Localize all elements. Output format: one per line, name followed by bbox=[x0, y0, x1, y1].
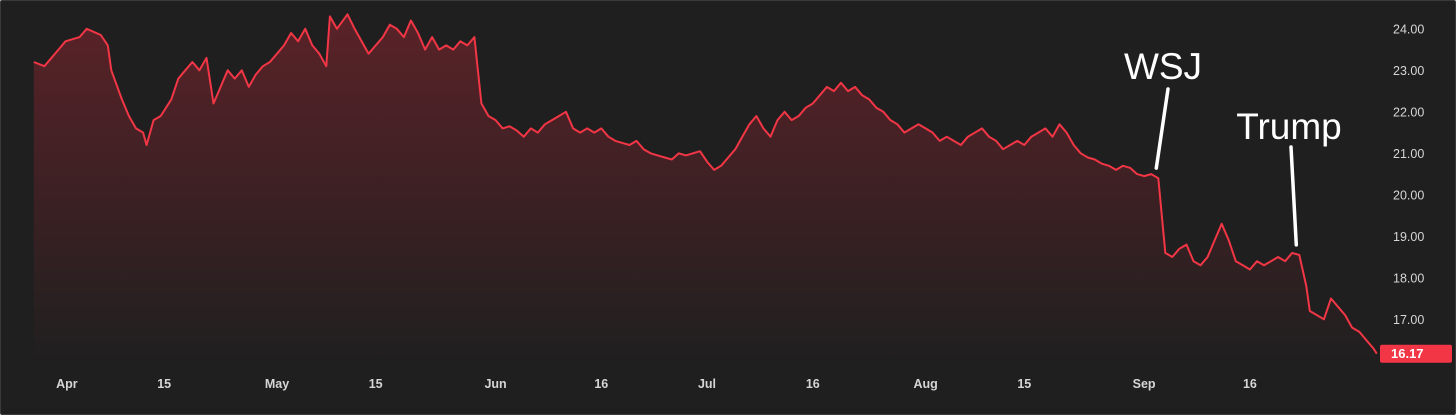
x-tick-label: 16 bbox=[594, 377, 608, 391]
x-tick-label: 16 bbox=[1243, 377, 1257, 391]
annotation-pointer bbox=[1289, 145, 1299, 247]
annotation-label: Trump bbox=[1236, 106, 1342, 147]
line-layer bbox=[33, 13, 1378, 355]
x-tick-label: Sep bbox=[1133, 377, 1156, 391]
annotations: WSJ Trump bbox=[1124, 46, 1342, 247]
y-tick-label: 22.00 bbox=[1393, 105, 1424, 119]
last-price-label: 16.17 bbox=[1391, 346, 1424, 361]
x-tick-label: May bbox=[265, 377, 289, 391]
y-tick-label: 21.00 bbox=[1393, 147, 1424, 161]
y-tick-label: 23.00 bbox=[1393, 64, 1424, 78]
y-axis: 24.00 23.00 22.00 21.00 20.00 19.00 18.00 17.00 bbox=[1393, 22, 1424, 327]
price-area bbox=[33, 14, 1377, 368]
x-tick-label: Jun bbox=[484, 377, 506, 391]
x-tick-label: 15 bbox=[157, 377, 171, 391]
y-tick-label: 17.00 bbox=[1393, 313, 1424, 327]
y-tick-label: 20.00 bbox=[1393, 188, 1424, 202]
x-axis: Apr 15 May 15 Jun 16 Jul 16 Aug 15 Sep 16 bbox=[56, 377, 1257, 391]
y-tick-label: 18.00 bbox=[1393, 271, 1424, 285]
y-tick-label: 24.00 bbox=[1393, 22, 1424, 36]
x-tick-label: Apr bbox=[56, 377, 78, 391]
last-price-badge: 16.17 bbox=[1380, 344, 1452, 363]
last-price-badge-bg bbox=[1380, 344, 1452, 363]
x-tick-label: 15 bbox=[369, 377, 383, 391]
area-layer bbox=[33, 14, 1377, 368]
annotation-label: WSJ bbox=[1124, 46, 1202, 87]
annotation-pointer bbox=[1154, 87, 1170, 170]
x-tick-label: Aug bbox=[913, 377, 937, 391]
x-tick-label: 15 bbox=[1017, 377, 1031, 391]
price-line bbox=[33, 13, 1378, 355]
x-tick-label: Jul bbox=[698, 377, 716, 391]
y-tick-label: 19.00 bbox=[1393, 230, 1424, 244]
x-tick-label: 16 bbox=[806, 377, 820, 391]
